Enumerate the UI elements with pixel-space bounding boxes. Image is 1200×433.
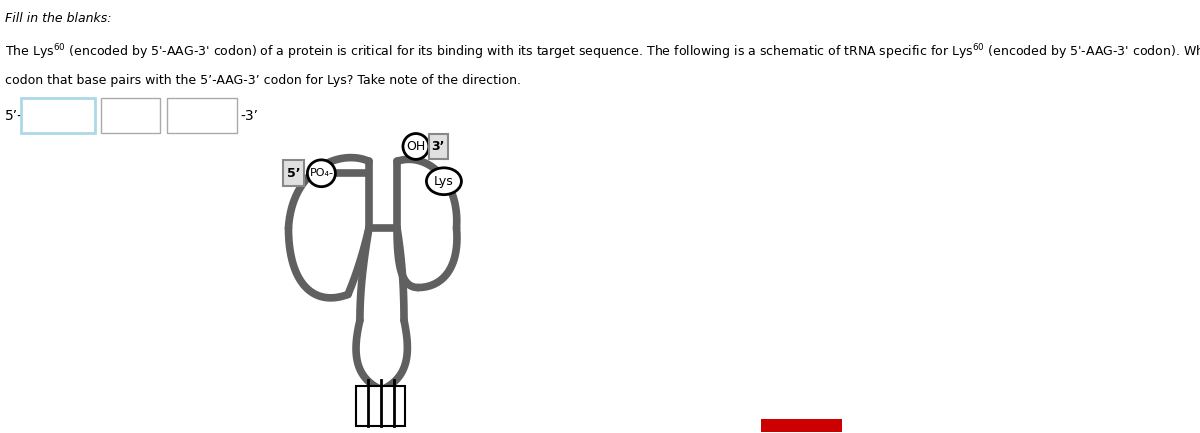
FancyBboxPatch shape	[428, 133, 448, 159]
Text: 5’-: 5’-	[5, 109, 23, 123]
Text: 5’: 5’	[287, 167, 300, 180]
Text: The Lys$^{60}$ (encoded by 5'-AAG-3' codon) of a protein is critical for its bin: The Lys$^{60}$ (encoded by 5'-AAG-3' cod…	[5, 42, 1200, 62]
Ellipse shape	[403, 133, 428, 159]
Text: 3’: 3’	[432, 140, 445, 153]
Ellipse shape	[307, 160, 335, 187]
Text: Lys: Lys	[434, 175, 454, 188]
Bar	[761, 419, 841, 432]
Text: PO₄-: PO₄-	[310, 168, 334, 178]
Text: -3’: -3’	[241, 109, 259, 123]
FancyBboxPatch shape	[101, 98, 161, 132]
FancyBboxPatch shape	[20, 98, 95, 132]
Text: OH: OH	[407, 140, 426, 153]
FancyBboxPatch shape	[167, 98, 236, 132]
Ellipse shape	[426, 168, 462, 195]
Text: Fill in the blanks:: Fill in the blanks:	[5, 12, 112, 25]
FancyBboxPatch shape	[356, 386, 406, 426]
Text: codon that base pairs with the 5’-AAG-3’ codon for Lys? Take note of the directi: codon that base pairs with the 5’-AAG-3’…	[5, 74, 521, 87]
FancyBboxPatch shape	[283, 160, 304, 186]
